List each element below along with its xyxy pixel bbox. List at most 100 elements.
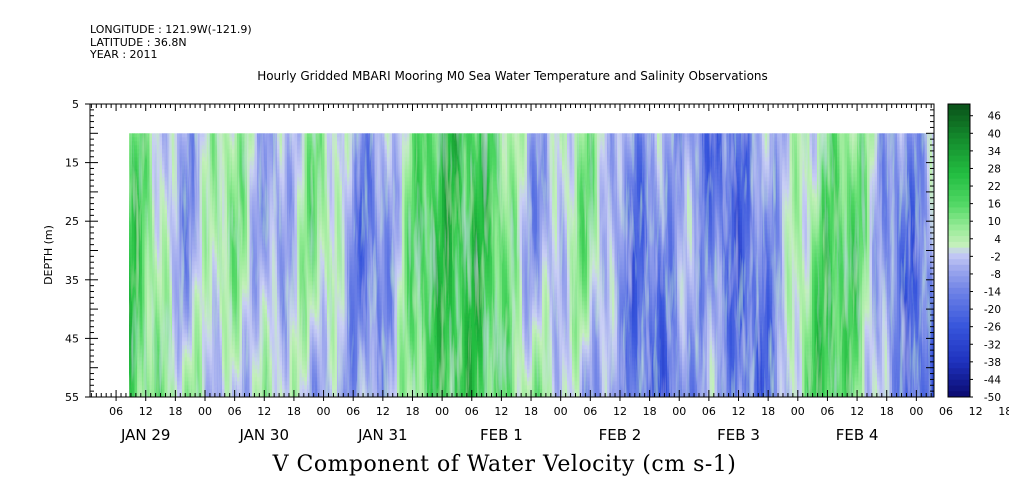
heatmap-cell [249, 245, 253, 250]
heatmap-cell [231, 189, 235, 194]
heatmap-cell [301, 313, 305, 318]
heatmap-cell [181, 261, 185, 266]
heatmap-cell [129, 157, 133, 162]
heatmap-cell [299, 149, 303, 154]
heatmap-cell [244, 261, 248, 266]
heatmap-cell [246, 201, 250, 206]
heatmap-cell [234, 277, 238, 282]
heatmap-cell [144, 145, 148, 150]
heatmap-cell [291, 165, 295, 170]
heatmap-cell [166, 293, 170, 298]
heatmap-cell [289, 285, 293, 290]
heatmap-cell [289, 161, 293, 166]
heatmap-cell [304, 213, 308, 218]
heatmap-cell [299, 233, 303, 238]
heatmap-cell [301, 169, 305, 174]
heatmap-cell [144, 325, 148, 330]
heatmap-cell [159, 277, 163, 282]
heatmap-cell [169, 325, 173, 330]
heatmap-cell [196, 309, 200, 314]
heatmap-cell [219, 389, 223, 394]
heatmap-cell [169, 321, 173, 326]
heatmap-cell [311, 273, 315, 278]
heatmap-cell [199, 333, 203, 338]
heatmap-cell [156, 161, 160, 166]
heatmap-cell [196, 333, 200, 338]
heatmap-cell [244, 361, 248, 366]
heatmap-cell [209, 209, 213, 214]
heatmap-cell [136, 137, 140, 142]
heatmap-cell [266, 153, 270, 158]
heatmap-cell [284, 177, 288, 182]
heatmap-cell [169, 201, 173, 206]
heatmap-cell [264, 357, 268, 362]
heatmap-cell [176, 189, 180, 194]
heatmap-cell [266, 321, 270, 326]
heatmap-cell [236, 209, 240, 214]
heatmap-cell [179, 209, 183, 214]
heatmap-cell [209, 365, 213, 370]
heatmap-cell [144, 317, 148, 322]
heatmap-cell [234, 133, 238, 138]
heatmap-cell [224, 209, 228, 214]
heatmap-cell [286, 349, 290, 354]
heatmap-cell [261, 297, 265, 302]
heatmap-cell [211, 249, 215, 254]
heatmap-cell [301, 377, 305, 382]
heatmap-cell [216, 269, 220, 274]
heatmap-cell [189, 161, 193, 166]
heatmap-cell [294, 349, 298, 354]
heatmap-cell [269, 233, 273, 238]
heatmap-cell [301, 221, 305, 226]
heatmap-cell [284, 317, 288, 322]
heatmap-cell [301, 185, 305, 190]
heatmap-cell [236, 393, 240, 397]
heatmap-cell [221, 341, 225, 346]
heatmap-cell [234, 261, 238, 266]
heatmap-cell [241, 137, 245, 142]
heatmap-cell [286, 157, 290, 162]
heatmap-cell [161, 217, 165, 222]
heatmap-cell [274, 217, 278, 222]
heatmap-cell [179, 157, 183, 162]
heatmap-cell [254, 365, 258, 370]
heatmap-cell [284, 293, 288, 298]
heatmap-cell [141, 277, 145, 282]
heatmap-cell [214, 309, 218, 314]
heatmap-cell [129, 353, 130, 358]
heatmap-cell [224, 329, 228, 334]
heatmap-cell [311, 293, 315, 298]
heatmap-cell [291, 273, 295, 278]
heatmap-cell [196, 305, 200, 310]
heatmap-cell [261, 265, 265, 270]
heatmap-cell [284, 305, 288, 310]
heatmap-cell [191, 281, 195, 286]
heatmap-cell [239, 349, 243, 354]
heatmap-cell [286, 169, 290, 174]
heatmap-cell [269, 153, 273, 158]
heatmap-cell [199, 233, 203, 238]
heatmap-cell [176, 325, 180, 330]
heatmap-cell [256, 265, 260, 270]
heatmap-cell [166, 241, 170, 246]
heatmap-cell [174, 213, 178, 218]
heatmap-cell [131, 185, 135, 190]
heatmap-cell [174, 137, 178, 142]
heatmap-cell [311, 201, 315, 206]
heatmap-cell [146, 293, 150, 298]
heatmap-cell [154, 273, 158, 278]
heatmap-cell [291, 373, 295, 378]
heatmap-cell [301, 369, 305, 374]
heatmap-cell [306, 381, 310, 386]
heatmap-cell [199, 393, 203, 397]
heatmap-cell [241, 213, 245, 218]
heatmap-cell [131, 393, 135, 397]
heatmap-cell [186, 133, 190, 138]
heatmap-cell [279, 233, 283, 238]
heatmap-cell [284, 217, 288, 222]
heatmap-cell [139, 265, 143, 270]
heatmap-cell [156, 189, 160, 194]
heatmap-cell [181, 381, 185, 386]
heatmap-cell [304, 321, 308, 326]
heatmap-cell [209, 289, 213, 294]
